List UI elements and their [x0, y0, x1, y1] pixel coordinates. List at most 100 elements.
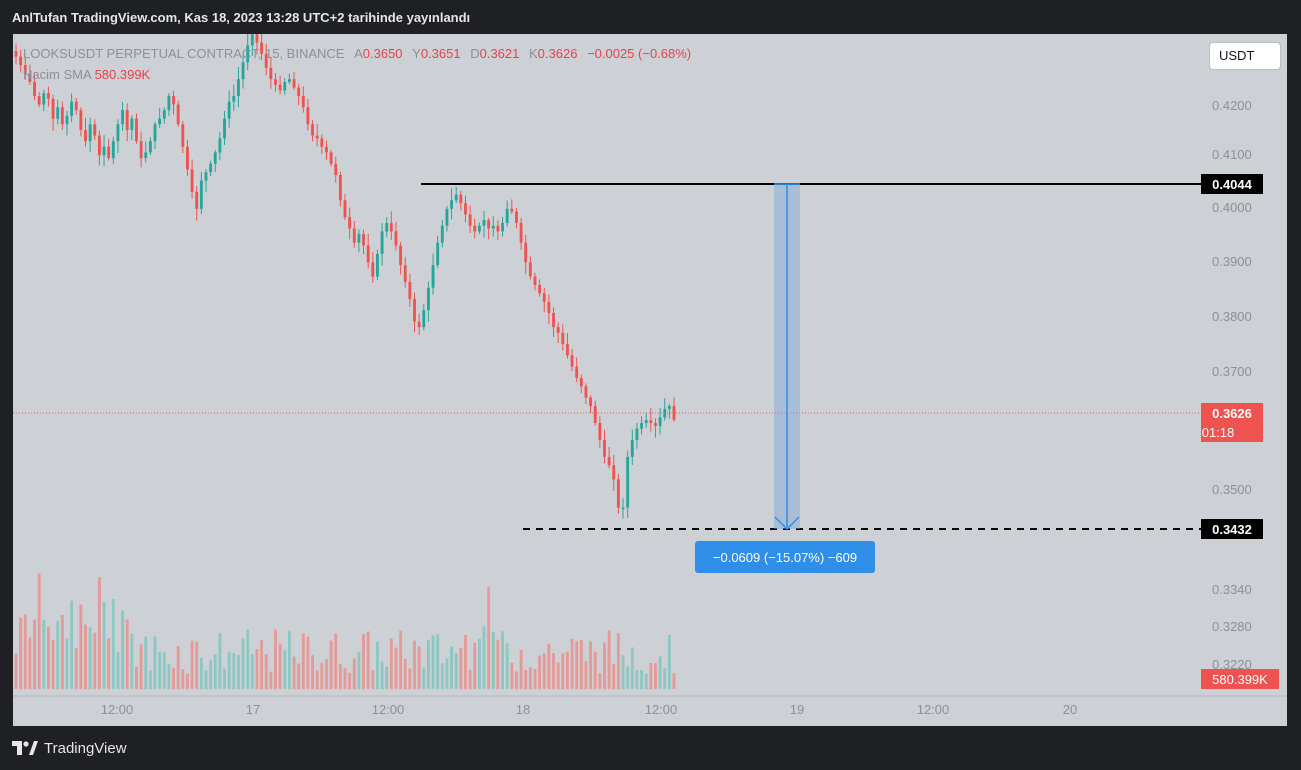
- candle-body: [487, 220, 491, 229]
- candle-body: [658, 417, 662, 426]
- price-axis[interactable]: 0.4200 0.4100 0.4000 0.3900 0.3800 0.3700 0.35…: [1212, 98, 1252, 672]
- candle-body: [264, 53, 268, 68]
- candle-body: [413, 298, 416, 322]
- volume-bar: [60, 614, 64, 689]
- candle-body: [88, 124, 92, 142]
- candle-body: [97, 135, 101, 156]
- chart-frame[interactable]: −0.0609 (−15.07%) −609 0.4200 0.4100 0.400…: [13, 34, 1287, 726]
- volume-bar: [195, 641, 199, 689]
- candle-body: [93, 124, 97, 136]
- candle-body: [394, 231, 398, 246]
- volume-bar: [88, 627, 92, 689]
- volume-bar: [255, 649, 259, 689]
- svg-text:0.4044: 0.4044: [1212, 177, 1253, 192]
- candle-body: [603, 439, 606, 457]
- legend-change: −0.0025 (−0.68%): [587, 46, 692, 61]
- volume-bar: [74, 648, 78, 689]
- volume-bar: [186, 673, 189, 689]
- candle-body: [181, 124, 185, 147]
- price-tick: 0.3280: [1212, 619, 1252, 634]
- volume-bar: [42, 619, 46, 689]
- volume-bar: [19, 617, 23, 689]
- candle-body: [158, 118, 162, 125]
- volume-bar: [241, 638, 245, 689]
- candle-body: [426, 287, 430, 311]
- candle-body: [343, 200, 347, 218]
- price-range-measure[interactable]: −0.0609 (−15.07%) −609: [695, 183, 875, 573]
- volume-bar: [121, 610, 125, 689]
- volume-bar: [510, 662, 514, 689]
- candle-body: [70, 101, 74, 116]
- candle-body: [635, 428, 639, 440]
- candle-body: [408, 282, 412, 299]
- volume-bar: [607, 630, 611, 689]
- volume-bar: [352, 658, 356, 689]
- legend-close: 0.3626: [537, 46, 578, 61]
- candle-body: [565, 344, 569, 356]
- legend-volume-label[interactable]: Hacim: [23, 67, 60, 82]
- candle-body: [130, 118, 134, 130]
- volume-bar: [116, 652, 120, 689]
- volume-bar: [584, 661, 588, 689]
- legend-symbol[interactable]: LOOKSUSDT PERPETUAL CONTRACT, 15, BINANC…: [23, 46, 345, 61]
- candle-body: [505, 208, 509, 223]
- candle-body: [107, 146, 111, 159]
- candle-body: [195, 191, 199, 209]
- time-tick: 17: [246, 702, 260, 717]
- price-tick: 0.3500: [1212, 482, 1252, 497]
- candle-body: [515, 211, 518, 223]
- volume-bar: [223, 668, 226, 689]
- candle-body: [204, 172, 208, 181]
- candle-body: [287, 79, 291, 82]
- volume-bar: [459, 647, 463, 689]
- tradingview-logo[interactable]: TradingView: [12, 738, 127, 758]
- price-tick: 0.3700: [1212, 364, 1252, 379]
- time-axis[interactable]: 12:00 17 12:00 18 12:00 19 12:00 20: [13, 695, 1287, 717]
- candle-body: [533, 276, 537, 285]
- time-tick: 12:00: [645, 702, 678, 717]
- candle-body: [644, 420, 648, 424]
- volume-bar: [334, 633, 338, 689]
- time-tick: 12:00: [101, 702, 134, 717]
- volume-bar: [269, 671, 273, 689]
- candle-body: [153, 124, 157, 142]
- volume-bar: [579, 639, 583, 689]
- chart-canvas[interactable]: −0.0609 (−15.07%) −609 0.4200 0.4100 0.400…: [13, 34, 1287, 726]
- candle-body: [320, 138, 324, 147]
- volume-bar: [663, 667, 667, 689]
- measure-label: −0.0609 (−15.07%) −609: [713, 550, 857, 565]
- candle-body: [431, 265, 435, 288]
- measure-arrow-head: [774, 516, 800, 531]
- volume-bar: [315, 670, 319, 689]
- volume-bar: [79, 604, 83, 689]
- publish-header: AnlTufan TradingView.com, Kas 18, 2023 1…: [12, 10, 471, 25]
- candle-body: [357, 234, 361, 243]
- volume-bar: [190, 640, 194, 689]
- candle-body: [278, 84, 282, 91]
- candle-body: [37, 96, 41, 105]
- volume-bar: [477, 638, 481, 689]
- legend-open-label: A: [354, 46, 363, 61]
- volume-bar: [278, 643, 282, 689]
- candle-body: [459, 194, 463, 204]
- volume-bar: [287, 630, 291, 689]
- volume-bar: [528, 667, 532, 689]
- price-tick: 0.3220: [1212, 657, 1252, 672]
- candle-body: [186, 146, 189, 170]
- candle-body: [274, 79, 277, 85]
- legend-volume: Hacim SMA 580.399K: [23, 67, 150, 82]
- volume-bar: [107, 637, 111, 689]
- volume-bar: [93, 632, 97, 689]
- candle-body: [389, 222, 393, 232]
- currency-button[interactable]: USDT: [1209, 42, 1281, 70]
- candle-body: [241, 62, 245, 80]
- volume-bar: [385, 666, 389, 689]
- volume-bar: [501, 631, 504, 689]
- volume-bar: [417, 646, 421, 689]
- candle-body: [14, 50, 18, 57]
- candle-body: [621, 507, 625, 510]
- volume-bar: [399, 630, 403, 689]
- volume-bar: [612, 663, 616, 689]
- volume-bar: [505, 643, 509, 689]
- candle-body: [399, 245, 403, 266]
